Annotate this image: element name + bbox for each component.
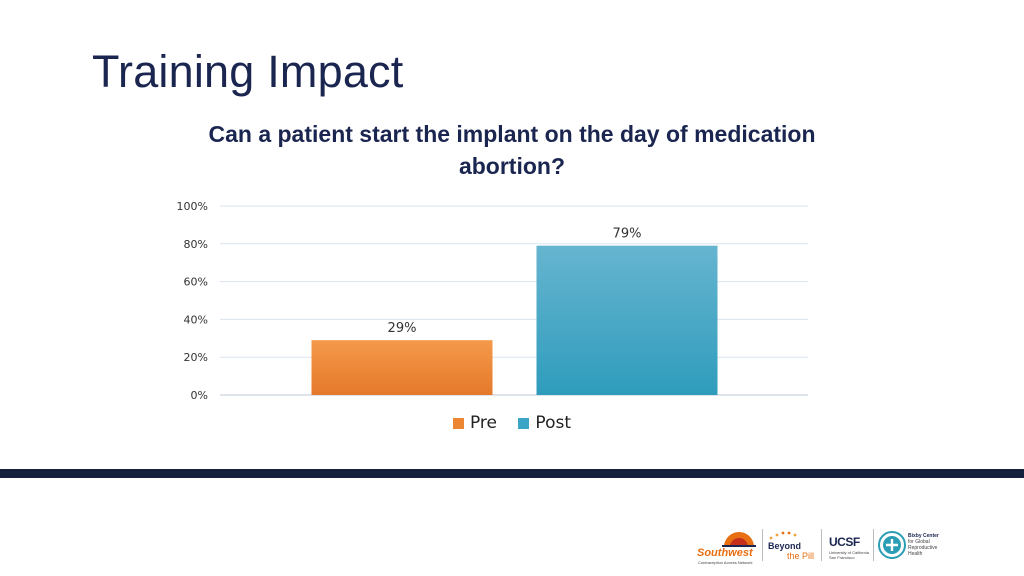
bixby-line-1: Bixby Center (908, 533, 939, 539)
beyond-the-pill-dots-icon (769, 531, 797, 540)
legend-swatch-pre (452, 417, 464, 429)
bixby-center-logo-icon (878, 531, 906, 559)
legend-label-post: Post (535, 413, 571, 433)
bar-pre (311, 340, 493, 395)
y-tick-label: 0% (191, 389, 208, 402)
data-label-pre: 29% (388, 321, 417, 336)
legend-swatch-post (518, 417, 530, 429)
beyond-the-pill-text-2: the Pill (787, 551, 815, 561)
ucsf-logo-subtext: University of California San Francisco (829, 550, 870, 560)
southwest-logo-subtext: Contraception Access Network (698, 560, 753, 565)
bixby-center-logo-text: Bixby Center for Global Reproductive Hea… (908, 533, 958, 557)
slide-title: Training Impact (92, 46, 404, 97)
legend-item-post: Post (518, 413, 571, 433)
y-tick-label: 40% (184, 313, 208, 326)
chart-title: Can a patient start the implant on the d… (208, 121, 816, 179)
logo-divider (762, 529, 763, 561)
legend-item-pre: Pre (452, 413, 498, 433)
ucsf-logo-text: UCSF (829, 535, 860, 549)
footer-bar (0, 469, 1024, 478)
legend-label-pre: Pre (469, 413, 498, 433)
data-label-post: 79% (613, 227, 642, 242)
southwest-logo-text: Southwest (697, 547, 753, 559)
bar-post (536, 245, 718, 395)
bixby-line-3: Reproductive (908, 545, 938, 551)
partner-logos: Southwest Contraception Access Network B… (696, 527, 996, 567)
logo-divider (873, 529, 874, 561)
beyond-the-pill-text-1: Beyond (768, 541, 802, 551)
bixby-line-2: for Global (908, 539, 930, 545)
logo-divider (821, 529, 822, 561)
southwest-sun-logo-icon (722, 532, 756, 547)
y-tick-label: 60% (184, 276, 208, 289)
y-tick-label: 100% (177, 200, 208, 213)
bixby-line-4: Health (908, 551, 923, 557)
y-tick-label: 20% (184, 351, 208, 364)
y-tick-label: 80% (184, 238, 208, 251)
chart-legend: Pre Post (0, 413, 1024, 434)
